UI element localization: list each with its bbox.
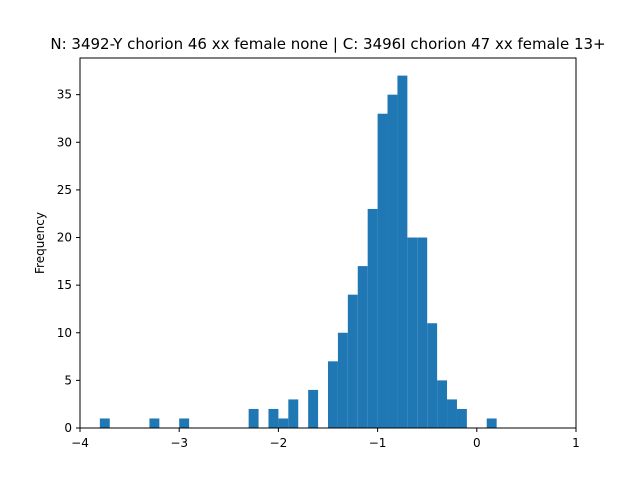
histogram-bar [417,237,428,428]
histogram-bar [427,323,438,428]
y-tick-label: 10 [57,326,72,340]
plot-frame [79,57,577,429]
histogram-bar [308,389,319,428]
y-tick-label: 35 [57,88,72,102]
histogram-bar [367,208,378,428]
chart-title: N: 3492-Y chorion 46 xx female none | C:… [50,35,605,53]
histogram-bar [278,418,289,428]
histogram-bar [357,266,368,428]
x-axis: −4 −3 −2 −1 0 1 [71,428,580,450]
histogram-bar [407,237,418,428]
y-tick-label: 25 [57,183,72,197]
histogram-bar [149,418,160,428]
y-axis-label: Frequency [33,212,47,274]
histogram-bar [337,332,348,428]
histogram-bar [437,380,448,428]
x-tick-label: 0 [473,436,481,450]
y-axis: 0 5 10 15 20 25 30 35 [57,88,80,435]
y-tick-label: 20 [57,231,72,245]
y-tick-label: 5 [64,373,72,387]
histogram-bar [179,418,190,428]
histogram-bar [268,408,279,428]
x-tick-label: −1 [369,436,387,450]
y-tick-label: 0 [64,421,72,435]
x-tick-label: −4 [71,436,89,450]
histogram-bar [288,399,299,428]
histogram-bar [397,75,408,428]
x-tick-label: 1 [572,436,580,450]
histogram-bar [447,399,457,428]
y-tick-label: 15 [57,278,72,292]
histogram-bar [387,94,398,429]
histogram-bar [486,418,497,428]
histogram-bar [99,418,110,428]
histogram-bar [456,408,467,428]
histogram-bar [248,408,259,428]
y-tick-label: 30 [57,135,72,149]
histogram-bar [347,294,358,428]
histogram-bar [377,113,388,428]
histogram-bars [99,75,497,429]
x-tick-label: −3 [170,436,188,450]
histogram-bar [328,361,338,428]
x-tick-label: −2 [270,436,288,450]
